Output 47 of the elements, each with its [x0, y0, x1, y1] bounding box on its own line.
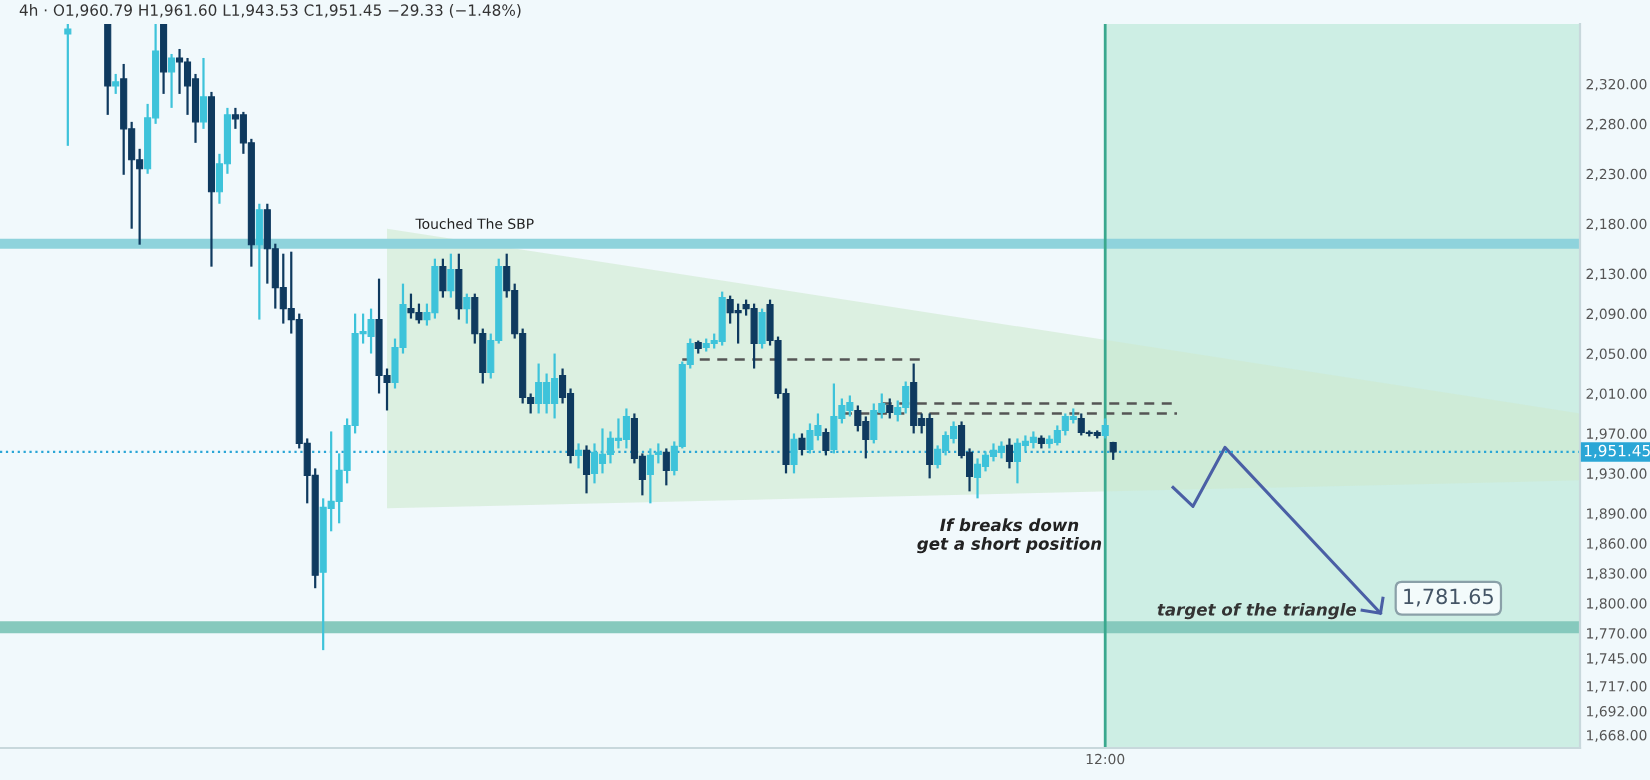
candlestick [431, 257, 439, 320]
candlestick [926, 412, 934, 480]
candlestick [535, 362, 543, 415]
candlestick [622, 407, 630, 450]
candlestick [822, 427, 830, 457]
candlestick [886, 397, 894, 420]
candlestick [1061, 412, 1069, 437]
candlestick [574, 442, 583, 470]
candlestick [662, 447, 670, 487]
candlestick [582, 444, 591, 495]
candlestick [734, 302, 742, 345]
candlestick [367, 307, 375, 355]
annotation: target of the triangle [1157, 602, 1357, 620]
candlestick [750, 302, 758, 370]
candlestick [168, 52, 176, 109]
candlestick [1005, 437, 1013, 470]
candlestick [160, 24, 168, 96]
candlestick [902, 380, 910, 415]
annotation: If breaks down get a short position [917, 518, 1102, 554]
candlestick [1077, 412, 1085, 437]
candlestick [1013, 437, 1021, 485]
candlestick [551, 352, 559, 420]
candlestick [463, 292, 471, 325]
candlestick [798, 432, 806, 457]
candlestick [112, 72, 120, 96]
candlestick [543, 372, 551, 415]
candlestick [790, 432, 798, 475]
candlestick [846, 394, 854, 418]
candlestick [415, 302, 423, 325]
candlestick [758, 307, 766, 350]
candlestick [870, 402, 878, 445]
candlestick [1101, 417, 1109, 440]
candlestick [255, 202, 263, 321]
candlestick [973, 457, 982, 500]
candlestick [646, 447, 654, 505]
candlestick [598, 427, 607, 475]
annotation: 1,781.65 [1404, 588, 1493, 607]
candlestick [830, 382, 838, 455]
candlestick [64, 24, 72, 147]
candlestick [407, 292, 415, 320]
candlestick [910, 362, 918, 435]
candlestick [455, 252, 463, 321]
candlestick [854, 404, 862, 433]
candlestick [439, 257, 447, 299]
candlestick [718, 290, 726, 347]
candlestick [447, 252, 455, 299]
candlestick [199, 56, 208, 130]
